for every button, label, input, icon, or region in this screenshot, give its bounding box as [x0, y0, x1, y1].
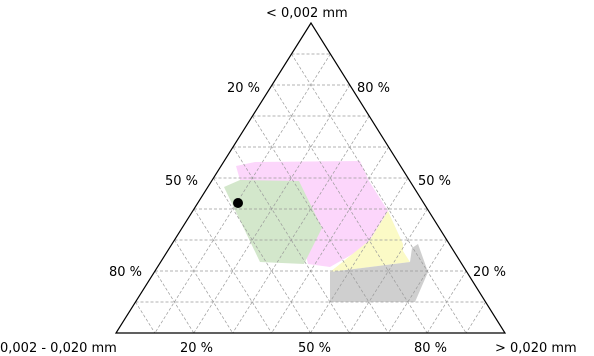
right-edge-tick-label: 50 % — [418, 174, 451, 189]
left-edge-tick-label: 20 % — [227, 81, 260, 96]
grid-line — [213, 177, 311, 334]
grid-line — [174, 239, 233, 334]
grid-line — [271, 84, 428, 334]
grid-line — [349, 208, 428, 334]
grid-lines — [135, 53, 486, 334]
right-edge-tick-label: 20 % — [473, 265, 506, 280]
green-region — [224, 180, 322, 264]
sample-point-marker — [233, 198, 243, 208]
left-edge-tick-label: 80 % — [109, 265, 142, 280]
grid-line — [135, 301, 156, 334]
yellow-region — [330, 211, 410, 272]
right-axis-label: > 0,020 mm — [495, 341, 577, 356]
top-axis-label: < 0,002 mm — [266, 6, 348, 21]
bottom-edge-tick-label: 50 % — [298, 341, 331, 356]
grid-line — [193, 208, 272, 334]
regions — [224, 161, 428, 302]
bottom-edge-tick-label: 80 % — [414, 341, 447, 356]
gray-region — [330, 244, 428, 302]
right-edge-tick-label: 80 % — [357, 81, 390, 96]
left-axis-label: 0,002 - 0,020 mm — [0, 341, 117, 356]
grid-line — [388, 239, 448, 334]
grid-line — [232, 115, 370, 334]
bottom-edge-tick-label: 20 % — [180, 341, 213, 356]
left-edge-tick-label: 50 % — [165, 174, 198, 189]
triangle-frame — [114, 21, 507, 334]
grid-line — [193, 84, 351, 334]
grid-line — [465, 301, 486, 334]
grid-line — [310, 177, 409, 334]
grid-line — [252, 115, 389, 334]
